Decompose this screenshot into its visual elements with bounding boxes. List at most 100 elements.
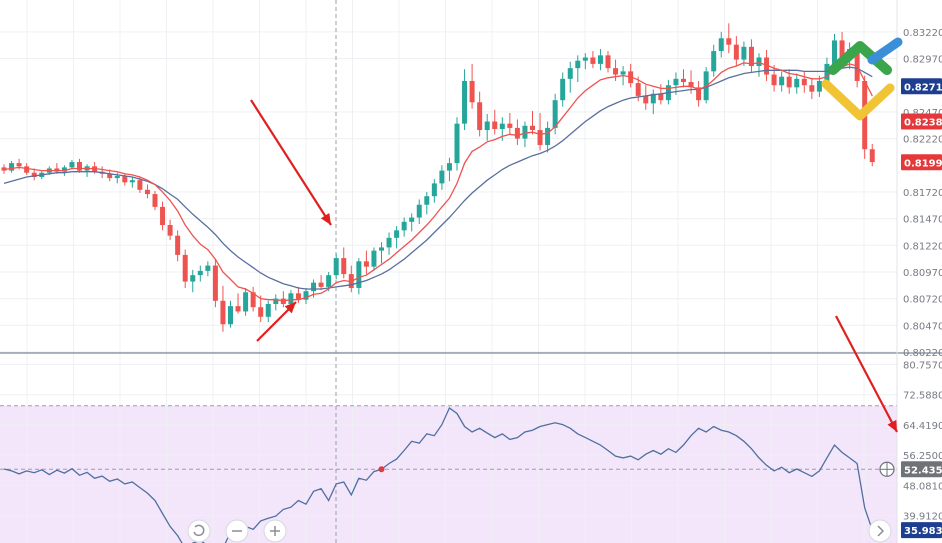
- candle-body: [469, 80, 475, 103]
- candle: [280, 291, 286, 308]
- candle-body: [854, 48, 860, 81]
- candle: [341, 247, 347, 279]
- candle-body: [363, 261, 369, 267]
- candle-body: [273, 298, 279, 304]
- candle: [794, 73, 800, 94]
- candle-body: [416, 204, 422, 218]
- candle-body: [839, 40, 845, 60]
- candle: [628, 63, 634, 88]
- candle-body: [643, 95, 649, 104]
- badge-label: 0.8238: [904, 118, 942, 129]
- candle: [182, 249, 188, 288]
- candle-body: [197, 270, 203, 276]
- candle: [711, 44, 717, 77]
- candle-body: [522, 125, 528, 139]
- candle-body: [560, 78, 566, 101]
- candle-body: [114, 175, 120, 179]
- candle: [77, 158, 82, 173]
- candle-body: [446, 163, 452, 171]
- candle-body: [61, 167, 67, 172]
- candle: [175, 230, 181, 262]
- candle-body: [620, 71, 626, 75]
- button-bg: [868, 519, 892, 543]
- candle: [582, 53, 588, 70]
- candle-body: [69, 162, 75, 168]
- candle-body: [394, 230, 400, 238]
- rsi-tick-label: 64.4190: [903, 421, 942, 432]
- candle: [560, 72, 566, 107]
- candle-body: [401, 221, 407, 231]
- rsi-axis: 80.7570 72.5880 64.4190 56.2500 48.0810 39.91…: [903, 360, 942, 543]
- candle: [681, 69, 686, 88]
- candle-body: [582, 57, 588, 61]
- candle: [462, 69, 468, 131]
- badge-bg: [901, 461, 942, 478]
- candle: [348, 265, 354, 293]
- candle: [107, 169, 113, 182]
- candle-body: [530, 125, 535, 131]
- candle-body: [711, 51, 717, 72]
- candle: [84, 164, 90, 177]
- candle-body: [613, 68, 619, 75]
- reset-button[interactable]: [187, 519, 211, 543]
- candle: [454, 117, 460, 171]
- candle: [522, 121, 528, 148]
- candle-body: [635, 83, 641, 96]
- candle-body: [265, 303, 271, 317]
- candle-body: [175, 235, 181, 255]
- candle-body: [371, 250, 377, 267]
- ema-slow-price-badge: 0.8271: [901, 78, 942, 95]
- candle-body: [182, 254, 188, 282]
- candle-body: [794, 78, 800, 88]
- candle-body: [107, 173, 113, 179]
- button-bg: [187, 519, 211, 543]
- candle-body: [190, 275, 196, 282]
- candle-body: [605, 55, 611, 69]
- arrow-head: [320, 213, 331, 225]
- candle-body: [575, 60, 581, 69]
- candle-body: [673, 78, 679, 86]
- candle-body: [809, 85, 815, 92]
- arrow-shaft: [250, 99, 332, 226]
- scroll-right-button[interactable]: [868, 519, 892, 543]
- candle-body: [688, 82, 694, 88]
- reset-icon: [193, 524, 205, 537]
- arrow-shaft: [835, 315, 898, 433]
- candle: [401, 217, 407, 237]
- price-tick-label: 0.82470: [903, 108, 942, 119]
- candle-body: [786, 76, 792, 88]
- price-tick-label: 0.80720: [903, 295, 942, 306]
- candle-body: [250, 292, 256, 308]
- candle-body: [590, 57, 596, 64]
- badge-bg: [901, 78, 942, 95]
- candle: [371, 247, 377, 271]
- arrow-1: [250, 99, 332, 226]
- candle-body: [439, 170, 445, 184]
- candle-body: [318, 282, 324, 287]
- candle: [379, 242, 384, 264]
- zoom-in-button[interactable]: [263, 519, 287, 543]
- price-axis: 0.83220 0.82970 0.82470 0.82220 0.81720 0.814…: [903, 28, 942, 359]
- rsi-tick-label: 72.5880: [903, 391, 942, 402]
- logo-icon: [821, 37, 903, 121]
- rsi-tick-label: 80.7570: [903, 360, 942, 371]
- logo-blue-stroke: [867, 37, 903, 65]
- zoom-out-button[interactable]: [225, 519, 249, 543]
- price-tick-label: 0.83220: [903, 28, 942, 39]
- candle-body: [771, 74, 777, 86]
- candle-body: [220, 300, 226, 325]
- candle-body: [16, 163, 22, 167]
- candle: [243, 287, 249, 316]
- candle-body: [492, 121, 498, 129]
- candle-body: [341, 258, 347, 275]
- candle-body: [31, 172, 37, 177]
- candle: [416, 199, 422, 224]
- arrow-head: [284, 302, 296, 314]
- candle-body: [764, 57, 770, 75]
- rsi-band: [0, 405, 897, 543]
- candle: [741, 41, 747, 67]
- candle: [590, 51, 596, 69]
- annotation-arrows: [250, 99, 898, 433]
